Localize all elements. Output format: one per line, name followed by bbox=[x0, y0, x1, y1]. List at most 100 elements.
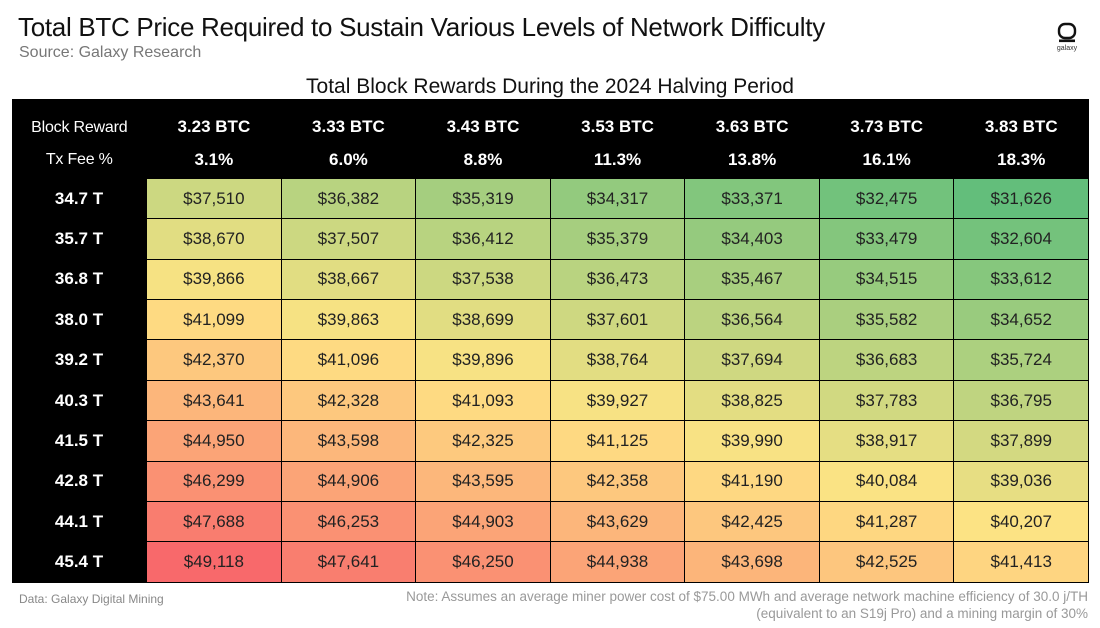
row-difficulty: 39.2 T bbox=[54, 350, 104, 370]
price-cell: $41,099 bbox=[146, 299, 282, 341]
price-cell: $43,629 bbox=[549, 501, 686, 543]
price-cell: $37,601 bbox=[549, 299, 686, 341]
price-cell: $44,903 bbox=[415, 501, 551, 543]
column-tx-fee: 16.1% bbox=[862, 149, 911, 169]
page-subtitle: Source: Galaxy Research bbox=[19, 44, 202, 61]
price-cell: $35,379 bbox=[549, 218, 686, 260]
price-cell: $41,287 bbox=[818, 501, 955, 543]
table-row: 39.2 T $42,370 $41,096 $39,896 $38,764 $37,69… bbox=[12, 339, 1089, 381]
column-block-reward: 3.43 BTC bbox=[446, 117, 520, 137]
price-cell: $40,084 bbox=[818, 460, 955, 503]
price-cell: $46,250 bbox=[415, 541, 551, 583]
column-tx-fee: 18.3% bbox=[997, 149, 1046, 169]
price-cell: $43,641 bbox=[146, 379, 282, 422]
table-row: 34.7 T $37,510 $36,382 $35,319 $34,317 $33,37… bbox=[12, 177, 1089, 220]
price-cell: $33,479 bbox=[818, 218, 955, 260]
price-cell: $35,582 bbox=[818, 299, 955, 341]
row-difficulty: 45.4 T bbox=[54, 552, 104, 572]
column-block-reward: 3.33 BTC bbox=[312, 117, 385, 137]
price-cell: $43,595 bbox=[415, 460, 551, 503]
price-cell: $35,467 bbox=[684, 258, 820, 301]
header-row-block-reward: Block Reward 3.23 BTC 3.33 BTC 3.43 BTC 3.53… bbox=[12, 99, 1089, 141]
price-cell: $39,990 bbox=[684, 420, 820, 462]
column-tx-fee: 13.8% bbox=[727, 149, 777, 169]
table-title: Total Block Rewards During the 2024 Halv… bbox=[306, 75, 794, 98]
price-cell: $37,694 bbox=[684, 339, 820, 381]
table-row: 38.0 T $41,099 $39,863 $38,699 $37,601 $36,56… bbox=[12, 299, 1089, 341]
price-cell: $41,096 bbox=[280, 339, 417, 381]
row-difficulty: 35.7 T bbox=[54, 228, 104, 248]
row-difficulty: 44.1 T bbox=[54, 511, 104, 531]
price-cell: $37,507 bbox=[280, 218, 417, 260]
block-reward-label: Block Reward bbox=[31, 119, 128, 137]
price-cell: $41,413 bbox=[953, 541, 1089, 583]
price-cell: $37,510 bbox=[146, 177, 282, 220]
row-difficulty: 38.0 T bbox=[54, 309, 104, 329]
price-cell: $36,473 bbox=[549, 258, 686, 301]
row-difficulty: 40.3 T bbox=[54, 390, 104, 410]
price-cell: $42,358 bbox=[549, 460, 686, 503]
price-cell: $42,525 bbox=[818, 541, 955, 583]
column-tx-fee: 6.0% bbox=[329, 149, 368, 169]
column-block-reward: 3.73 BTC bbox=[850, 117, 924, 137]
price-cell: $39,896 bbox=[415, 339, 551, 381]
row-difficulty: 34.7 T bbox=[54, 188, 104, 208]
price-cell: $32,604 bbox=[953, 218, 1089, 260]
table-row: 35.7 T $38,670 $37,507 $36,412 $35,379 $34,40… bbox=[12, 218, 1089, 260]
price-cell: $46,299 bbox=[146, 460, 282, 503]
row-difficulty: 41.5 T bbox=[54, 430, 104, 450]
tx-fee-label: Tx Fee % bbox=[45, 150, 113, 168]
price-cell: $33,371 bbox=[684, 177, 820, 220]
price-cell: $44,950 bbox=[146, 420, 282, 462]
column-block-reward: 3.63 BTC bbox=[715, 117, 789, 137]
galaxy-logo-icon bbox=[1057, 22, 1077, 43]
price-cell: $39,863 bbox=[280, 299, 417, 341]
price-cell: $32,475 bbox=[818, 177, 955, 220]
price-cell: $46,253 bbox=[280, 501, 417, 543]
price-cell: $40,207 bbox=[953, 501, 1089, 543]
price-cell: $43,698 bbox=[684, 541, 820, 583]
price-cell: $42,425 bbox=[684, 501, 820, 543]
column-tx-fee: 8.8% bbox=[463, 149, 503, 169]
assumptions-note-line-1: Note: Assumes an average miner power cos… bbox=[406, 589, 1088, 604]
price-cell: $38,699 bbox=[415, 299, 551, 341]
table-row: 36.8 T $39,866 $38,667 $37,538 $36,473 $35,46… bbox=[12, 258, 1089, 301]
price-table: Block Reward 3.23 BTC 3.33 BTC 3.43 BTC 3.53… bbox=[12, 99, 1089, 583]
price-cell: $41,190 bbox=[684, 460, 820, 503]
price-cell: $41,125 bbox=[549, 420, 686, 462]
price-cell: $49,118 bbox=[146, 541, 282, 583]
column-block-reward: 3.83 BTC bbox=[984, 117, 1058, 137]
data-source-note: Data: Galaxy Digital Mining bbox=[19, 592, 164, 606]
price-cell: $43,598 bbox=[280, 420, 417, 462]
column-tx-fee: 3.1% bbox=[194, 149, 234, 169]
price-cell: $39,927 bbox=[549, 379, 686, 422]
price-cell: $31,626 bbox=[953, 177, 1089, 220]
price-cell: $36,412 bbox=[415, 218, 551, 260]
column-block-reward: 3.23 BTC bbox=[177, 117, 251, 137]
price-cell: $41,093 bbox=[415, 379, 551, 422]
price-cell: $44,906 bbox=[280, 460, 417, 503]
price-cell: $36,564 bbox=[684, 299, 820, 341]
price-cell: $42,328 bbox=[280, 379, 417, 422]
price-cell: $38,764 bbox=[549, 339, 686, 381]
table-row: 40.3 T $43,641 $42,328 $41,093 $39,927 $38,82… bbox=[12, 379, 1089, 422]
column-block-reward: 3.53 BTC bbox=[581, 117, 654, 137]
price-cell: $44,938 bbox=[549, 541, 686, 583]
price-cell: $35,724 bbox=[953, 339, 1089, 381]
header-row-tx-fee: Tx Fee % 3.1% 6.0% 8.8% 11.3% 13.8% 16.1% 18.3% bbox=[12, 141, 1089, 178]
price-cell: $34,515 bbox=[818, 258, 955, 301]
price-cell: $38,825 bbox=[684, 379, 820, 422]
price-cell: $39,036 bbox=[953, 460, 1089, 503]
table-row: 45.4 T $49,118 $47,641 $46,250 $44,938 $43,69… bbox=[12, 541, 1089, 583]
price-cell: $35,319 bbox=[415, 177, 551, 220]
price-cell: $33,612 bbox=[953, 258, 1089, 301]
logo-text: galaxy bbox=[1056, 45, 1078, 52]
assumptions-note: Note: Assumes an average miner power cos… bbox=[348, 588, 1088, 622]
galaxy-logo: galaxy bbox=[1052, 22, 1082, 52]
price-cell: $47,641 bbox=[280, 541, 417, 583]
price-cell: $37,538 bbox=[415, 258, 551, 301]
price-cell: $39,866 bbox=[146, 258, 282, 301]
page-title: Total BTC Price Required to Sustain Vari… bbox=[18, 12, 825, 42]
price-cell: $36,683 bbox=[818, 339, 955, 381]
table-row: 42.8 T $46,299 $44,906 $43,595 $42,358 $41,19… bbox=[12, 460, 1089, 503]
